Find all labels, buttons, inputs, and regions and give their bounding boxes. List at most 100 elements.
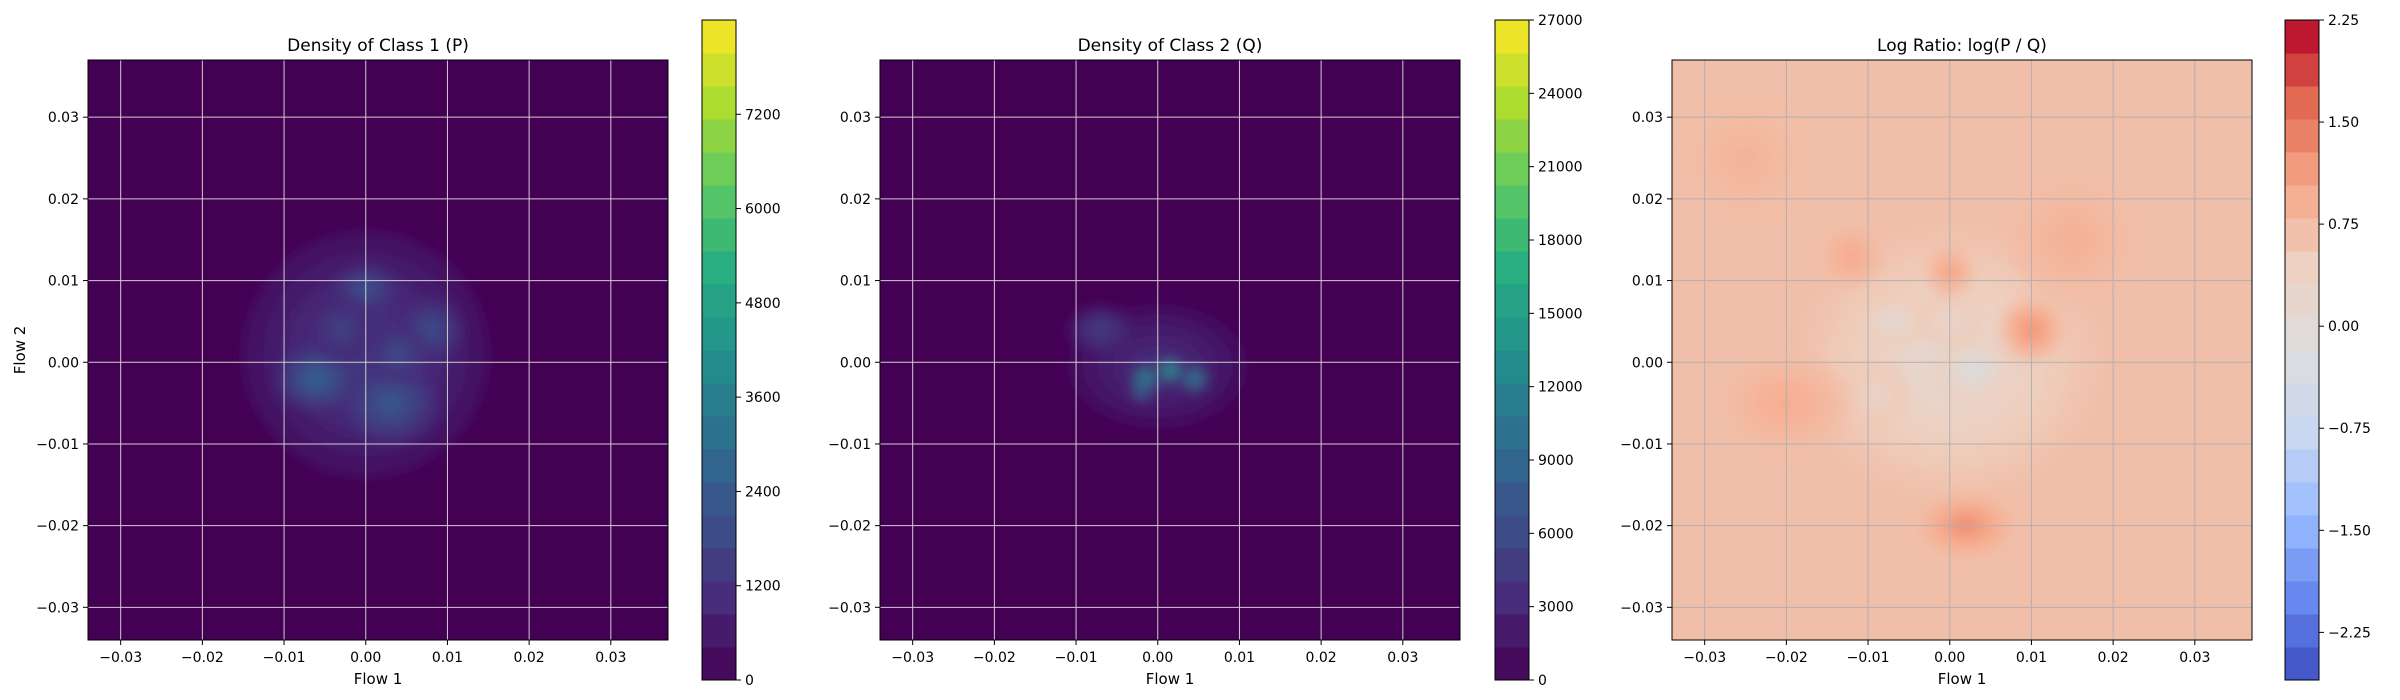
colorbar-band (2285, 383, 2319, 417)
x-tick-label: 0.03 (1387, 650, 1418, 666)
colorbar: −2.25 −1.50 −0.75 0.00 0.75 1.50 2.25 (2284, 13, 2371, 681)
colorbar-band (1495, 449, 1529, 483)
colorbar-tick-label: 18000 (1538, 233, 1583, 249)
colorbar-band (702, 647, 736, 681)
panel-3: −0.03 −0.03 −0.02 −0.02 −0.01 −0.01 0.00 0.00 0.… (1620, 13, 2371, 688)
colorbar-band (1495, 647, 1529, 681)
colorbar-band (1495, 350, 1529, 384)
x-tick-label: 0.02 (1306, 650, 1337, 666)
y-axis-label: Flow 2 (11, 326, 29, 375)
colorbar-band (702, 284, 736, 318)
heatmap-blob-7-level-6 (392, 349, 404, 359)
colorbar-band (702, 251, 736, 285)
colorbar-tick-label: 27000 (1538, 13, 1583, 29)
colorbar-band (1495, 284, 1529, 318)
colorbar-tick-label: 6000 (745, 202, 781, 218)
x-tick-label: −0.03 (1683, 650, 1726, 666)
colorbar-band (1495, 86, 1529, 120)
grid (880, 60, 1460, 640)
y-tick-label: −0.01 (36, 437, 79, 453)
colorbar-band (2285, 416, 2319, 450)
colorbar-tick-label: 9000 (1538, 453, 1574, 469)
colorbar-band (1495, 152, 1529, 186)
heatmap-blob-3-level-6 (382, 396, 399, 410)
axes-frame (87, 59, 669, 641)
x-tick-label: −0.02 (1765, 650, 1808, 666)
y-tick-label: −0.03 (1620, 600, 1663, 616)
grid (1672, 60, 2252, 640)
colorbar-tick-label: 3000 (1538, 600, 1574, 616)
heatmap-blob-3-level-6 (1143, 376, 1148, 381)
colorbar-band (2285, 20, 2319, 54)
colorbar-band (2285, 119, 2319, 153)
y-tick-label: −0.02 (36, 519, 79, 535)
colorbar-band (2285, 284, 2319, 318)
colorbar-band (2285, 185, 2319, 219)
colorbar-tick-label: 2400 (745, 484, 781, 500)
colorbar-tick-label: 21000 (1538, 160, 1583, 176)
colorbar-tick-label: 2.25 (2328, 13, 2359, 29)
colorbar-band (702, 383, 736, 417)
x-axis-label: Flow 1 (1938, 670, 1987, 688)
colorbar-band (2285, 152, 2319, 186)
colorbar-band (1495, 581, 1529, 615)
colorbar-band (1495, 614, 1529, 648)
colorbar-band (1495, 251, 1529, 285)
colorbar-band (702, 548, 736, 582)
colorbar-band (2285, 581, 2319, 615)
panel-1: −0.03 −0.03 −0.02 −0.02 −0.01 −0.01 0.00 0.00 0.… (11, 19, 781, 689)
axes-frame (1671, 59, 2253, 641)
y-tick-label: 0.01 (1632, 274, 1663, 290)
x-axis-label: Flow 1 (1146, 670, 1195, 688)
colorbar-frame (2284, 19, 2320, 681)
y-tick-label: 0.01 (840, 274, 871, 290)
x-tick-label: 0.03 (2179, 650, 2210, 666)
y-tick-label: 0.00 (48, 355, 79, 371)
colorbar-tick-label: 0.00 (2328, 319, 2359, 335)
y-tick-label: −0.03 (828, 600, 871, 616)
heatmap-blob-5-level-6 (1870, 389, 1882, 401)
heatmap-blob-8-level-6 (1846, 250, 1858, 262)
colorbar-band (1495, 218, 1529, 252)
colorbar-band (2285, 614, 2319, 648)
y-tick-label: −0.03 (36, 600, 79, 616)
heatmap-blob-12-level-6 (1734, 147, 1757, 169)
x-tick-label: 0.00 (350, 650, 381, 666)
heatmap-blob-11-level-6 (2061, 228, 2084, 251)
colorbar-band (702, 416, 736, 450)
x-tick-label: 0.01 (2016, 650, 2047, 666)
heatmap-field (1067, 304, 1248, 429)
x-tick-label: −0.02 (973, 650, 1016, 666)
colorbar-tick-label: 12000 (1538, 380, 1583, 396)
heatmap-blob-6-level-6 (335, 324, 347, 336)
y-tick-label: 0.00 (1632, 355, 1663, 371)
colorbar-band (702, 218, 736, 252)
colorbar-band (1495, 548, 1529, 582)
panel-2: −0.03 −0.03 −0.02 −0.02 −0.01 −0.01 0.00 0.00 0.… (828, 13, 1582, 689)
colorbar-frame (1494, 19, 1530, 681)
colorbar-band (702, 53, 736, 87)
y-tick-label: 0.02 (48, 192, 79, 208)
colorbar-band (2285, 515, 2319, 549)
colorbar-tick-label: −0.75 (2328, 421, 2371, 437)
colorbar-band (702, 581, 736, 615)
y-tick-label: −0.01 (828, 437, 871, 453)
y-tick-label: 0.01 (48, 274, 79, 290)
colorbar-band (1495, 515, 1529, 549)
heatmap-field (1680, 92, 2138, 559)
y-tick-label: 0.03 (840, 110, 871, 126)
colorbar-band (702, 20, 736, 54)
x-tick-label: −0.03 (891, 650, 934, 666)
x-tick-label: 0.01 (432, 650, 463, 666)
colorbar-band (2285, 53, 2319, 87)
colorbar-band (1495, 416, 1529, 450)
colorbar-tick-label: 15000 (1538, 306, 1583, 322)
colorbar-band (2285, 449, 2319, 483)
chart-title: Density of Class 1 (P) (287, 36, 469, 56)
y-tick-label: −0.02 (828, 519, 871, 535)
colorbar-band (2285, 350, 2319, 384)
colorbar-band (1495, 317, 1529, 351)
colorbar-band (702, 449, 736, 483)
colorbar-frame (701, 19, 737, 681)
